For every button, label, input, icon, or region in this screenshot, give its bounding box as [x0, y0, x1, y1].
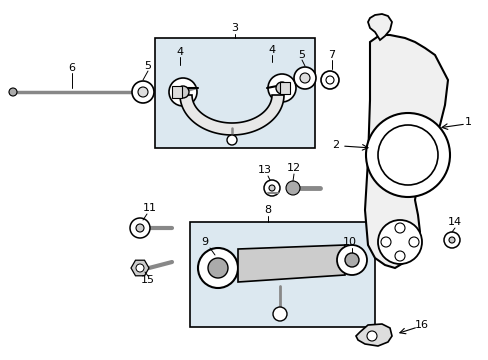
Circle shape [365, 113, 449, 197]
Circle shape [136, 264, 143, 272]
Circle shape [299, 73, 309, 83]
Circle shape [448, 237, 454, 243]
Circle shape [394, 251, 404, 261]
Text: 12: 12 [286, 163, 301, 173]
Text: 8: 8 [264, 205, 271, 215]
Text: 10: 10 [342, 237, 356, 247]
Circle shape [275, 82, 287, 94]
Circle shape [198, 248, 238, 288]
Text: 6: 6 [68, 63, 75, 73]
Circle shape [293, 67, 315, 89]
Polygon shape [131, 260, 149, 276]
Circle shape [264, 180, 280, 196]
Circle shape [336, 245, 366, 275]
Text: 16: 16 [414, 320, 428, 330]
Bar [155, 38, 314, 148]
Circle shape [169, 78, 197, 106]
Text: 11: 11 [142, 203, 157, 213]
Text: 1: 1 [464, 117, 470, 127]
Text: 3: 3 [231, 23, 238, 33]
Circle shape [130, 218, 150, 238]
Circle shape [285, 181, 299, 195]
Circle shape [380, 237, 390, 247]
Circle shape [366, 331, 376, 341]
Text: 9: 9 [201, 237, 208, 247]
Text: 5: 5 [144, 61, 151, 71]
Circle shape [9, 88, 17, 96]
Circle shape [325, 76, 333, 84]
Circle shape [377, 125, 437, 185]
Circle shape [132, 81, 154, 103]
Text: 5: 5 [298, 50, 305, 60]
Circle shape [320, 71, 338, 89]
Circle shape [408, 237, 418, 247]
Text: 4: 4 [268, 45, 275, 55]
Circle shape [226, 135, 237, 145]
Text: 2: 2 [332, 140, 339, 150]
Polygon shape [180, 95, 284, 135]
Text: 13: 13 [258, 165, 271, 175]
Circle shape [267, 74, 295, 102]
Circle shape [394, 223, 404, 233]
Circle shape [345, 253, 358, 267]
Bar [172, 86, 182, 98]
Text: 15: 15 [141, 275, 155, 285]
Circle shape [268, 185, 274, 191]
Polygon shape [367, 14, 391, 40]
Polygon shape [364, 35, 447, 268]
Bar [190, 222, 374, 327]
Circle shape [443, 232, 459, 248]
Bar [280, 82, 289, 94]
Text: 4: 4 [176, 47, 183, 57]
Polygon shape [355, 324, 391, 346]
Text: 7: 7 [328, 50, 335, 60]
Circle shape [136, 224, 143, 232]
Text: 14: 14 [447, 217, 461, 227]
Circle shape [138, 87, 148, 97]
Circle shape [272, 307, 286, 321]
Circle shape [377, 220, 421, 264]
Circle shape [207, 258, 227, 278]
Polygon shape [238, 245, 345, 282]
Circle shape [177, 86, 189, 98]
